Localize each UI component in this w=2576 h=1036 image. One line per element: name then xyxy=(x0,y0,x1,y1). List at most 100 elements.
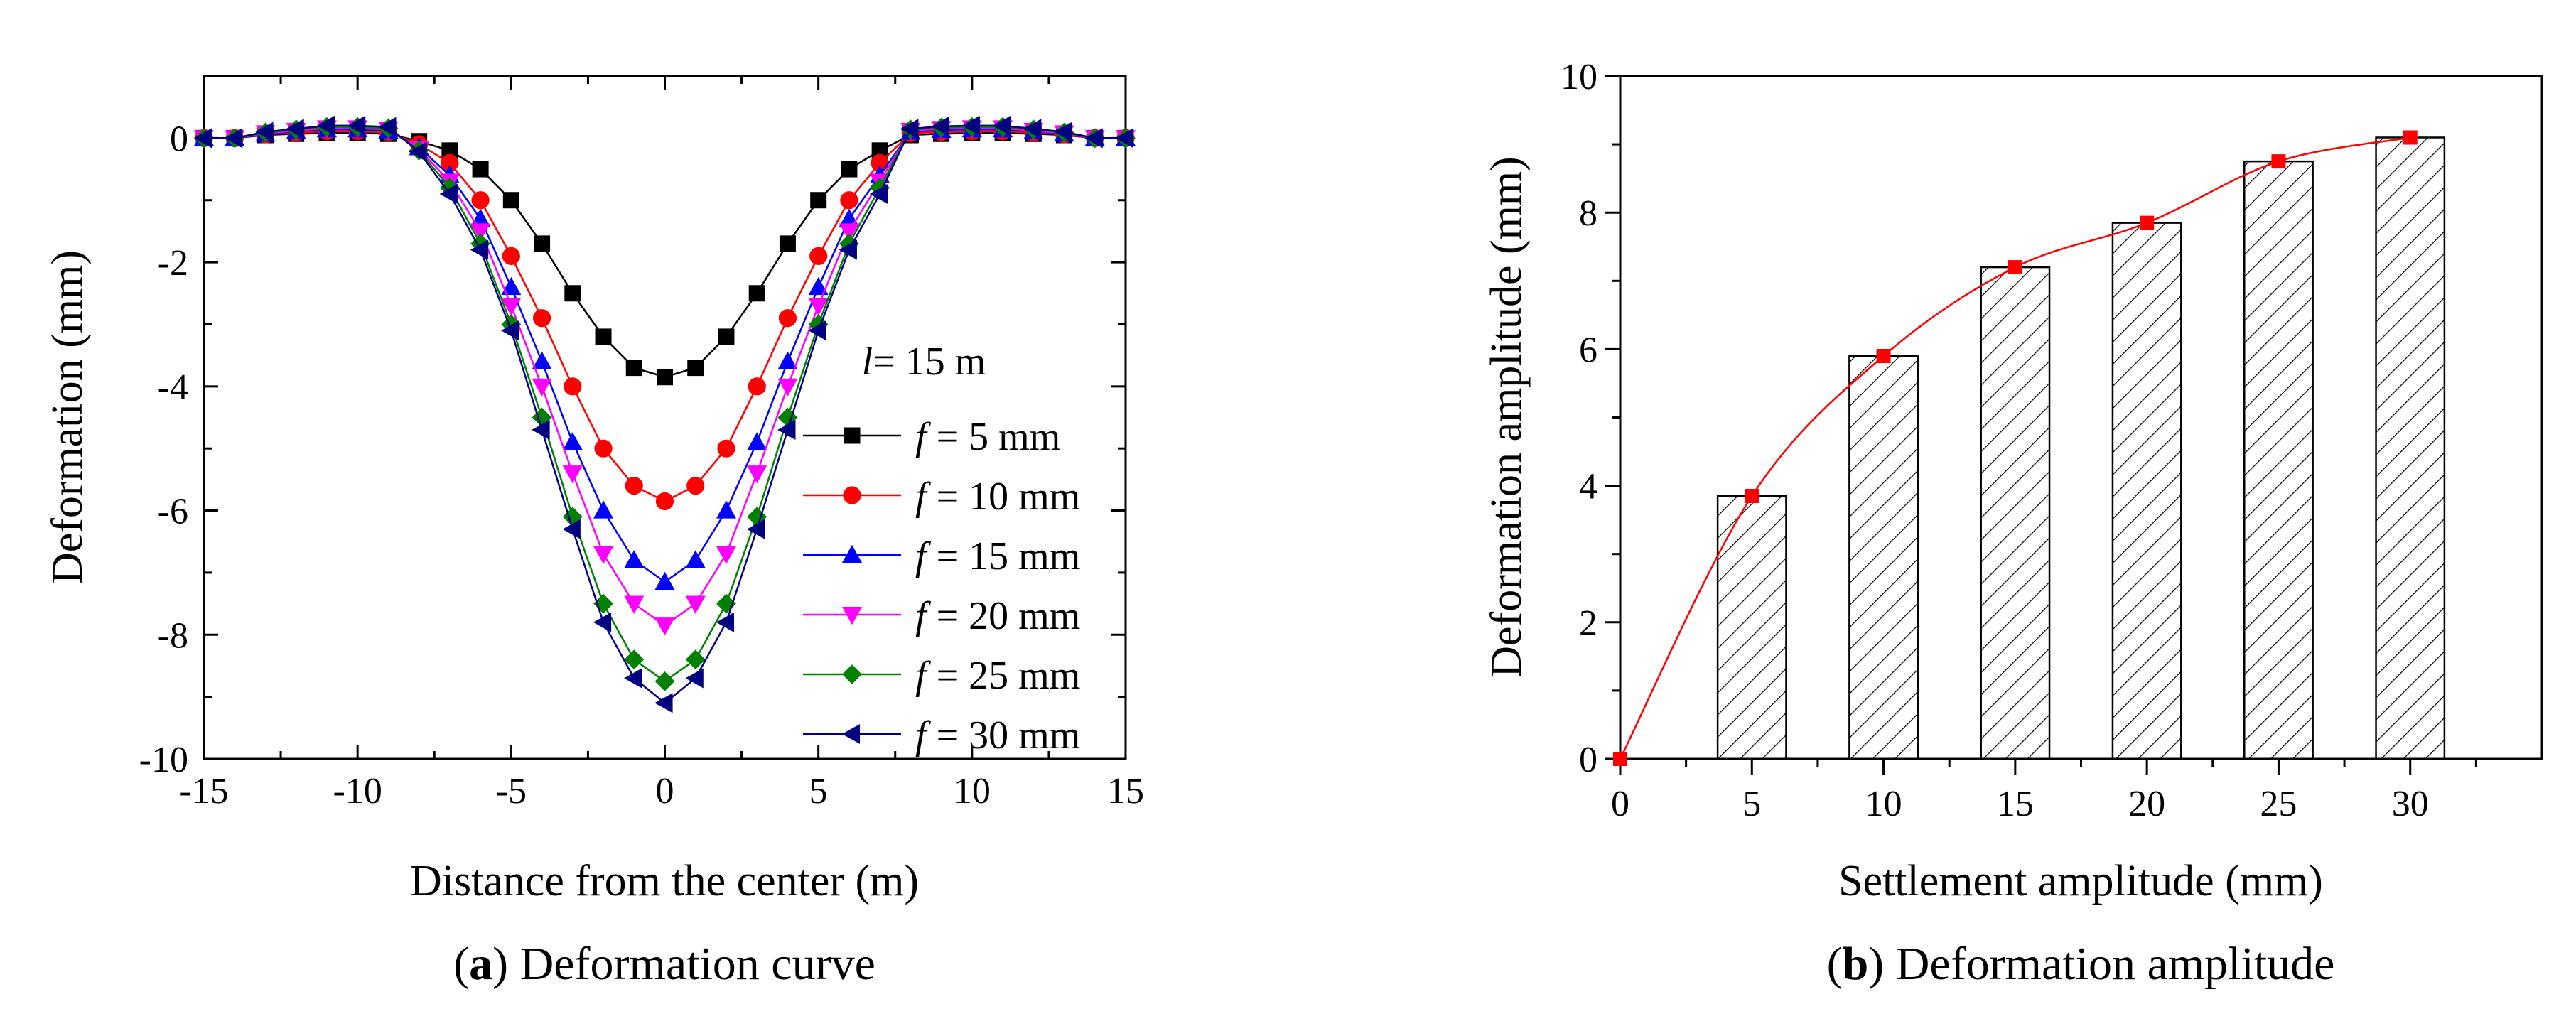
x-tick-label: 15 xyxy=(1107,771,1144,811)
data-point xyxy=(502,192,519,209)
data-point xyxy=(562,519,581,539)
data-point xyxy=(593,612,612,632)
data-point xyxy=(625,477,643,495)
x-tick-label: 0 xyxy=(1611,784,1629,824)
data-point xyxy=(654,617,675,636)
legend-label: f = 25 mm xyxy=(915,654,1080,698)
data-point xyxy=(961,115,980,136)
data-point xyxy=(501,320,519,341)
data-point xyxy=(378,117,397,137)
data-point xyxy=(316,115,335,136)
data-point xyxy=(1054,122,1072,142)
data-point xyxy=(654,671,675,691)
data-point xyxy=(409,141,427,162)
legend-marker xyxy=(841,723,861,745)
legend-item: f = 20 mm xyxy=(803,594,1080,638)
data-point xyxy=(2271,154,2286,169)
legend-title-rest: = 15 m xyxy=(873,340,986,384)
caption-b: (b) Deformation amplitude xyxy=(1827,938,2335,990)
data-point xyxy=(687,360,704,377)
data-point xyxy=(564,285,581,302)
x-tick-label: 10 xyxy=(954,771,991,811)
data-point xyxy=(532,351,552,369)
data-point xyxy=(225,128,243,149)
data-point xyxy=(747,432,767,450)
data-point xyxy=(655,492,674,511)
data-point xyxy=(808,276,829,296)
y-tick-label: -8 xyxy=(158,615,188,656)
data-point xyxy=(532,419,550,441)
data-point xyxy=(594,439,613,458)
data-point xyxy=(716,546,737,564)
data-point xyxy=(501,298,522,316)
data-point xyxy=(654,571,675,590)
x-tick-label: 25 xyxy=(2260,784,2297,824)
legend-item: f = 25 mm xyxy=(803,654,1080,698)
data-point xyxy=(747,465,767,484)
deformation-curve-chart: -15 -10 -5 0 5 10 150-2-4-6-8-10 l= 15 mf = 5 … xyxy=(43,75,1144,990)
x-tick-label: 0 xyxy=(656,771,674,811)
legend-marker xyxy=(844,427,861,444)
bar xyxy=(2243,160,2314,760)
data-point xyxy=(439,183,458,205)
series-15mm xyxy=(193,119,1136,590)
data-point xyxy=(255,122,274,142)
legend-title-var: l xyxy=(862,340,873,384)
data-point xyxy=(471,191,490,210)
data-point xyxy=(625,360,642,377)
data-point xyxy=(717,439,735,458)
data-point xyxy=(286,119,304,139)
data-point xyxy=(685,649,706,670)
x-tick-label: 10 xyxy=(1865,784,1902,824)
data-point xyxy=(900,119,919,139)
data-point xyxy=(748,285,765,302)
legend-title: l= 15 m xyxy=(862,340,986,384)
caption-a-text: Deformation curve xyxy=(520,938,875,990)
data-point xyxy=(992,115,1011,136)
data-point xyxy=(685,550,706,568)
data-point xyxy=(716,500,737,519)
data-point xyxy=(685,595,706,614)
data-point xyxy=(593,546,614,564)
data-point xyxy=(778,309,797,328)
legend-label: f = 15 mm xyxy=(915,534,1080,578)
data-point xyxy=(839,239,857,260)
legend-marker xyxy=(843,486,861,504)
data-point xyxy=(1084,128,1103,149)
data-point xyxy=(347,115,366,136)
y-axis-label: Deformation amplitude (mm) xyxy=(1482,156,1531,677)
series-5mm xyxy=(195,124,1134,386)
y-tick-label: -4 xyxy=(158,367,188,408)
data-point xyxy=(501,276,522,296)
data-point xyxy=(777,419,796,441)
legend-marker xyxy=(841,606,863,625)
data-point xyxy=(810,192,827,209)
data-point xyxy=(562,465,583,484)
data-point xyxy=(534,235,551,252)
bar xyxy=(2111,222,2182,760)
data-point xyxy=(624,595,645,614)
x-tick-label: -10 xyxy=(333,771,382,811)
x-tick-label: -5 xyxy=(496,771,527,811)
x-tick-label: -15 xyxy=(179,771,228,811)
bar xyxy=(1980,266,2051,760)
bar xyxy=(1848,355,1919,760)
data-point xyxy=(472,161,489,178)
data-point xyxy=(502,247,520,265)
data-point xyxy=(718,328,735,345)
x-axis-label: Distance from the center (m) xyxy=(410,857,919,905)
y-tick-label: 2 xyxy=(1579,603,1597,644)
trend-line xyxy=(1619,136,2410,760)
bar xyxy=(2375,136,2446,760)
y-tick-label: 6 xyxy=(1579,330,1597,370)
x-tick-label: 5 xyxy=(809,771,828,811)
x-tick-label: 15 xyxy=(1997,784,2034,824)
y-tick-label: -6 xyxy=(158,492,188,532)
legend-label: f = 30 mm xyxy=(915,713,1080,757)
data-point xyxy=(654,693,673,713)
y-tick-label: 10 xyxy=(1561,57,1597,97)
data-point xyxy=(685,668,704,689)
data-point xyxy=(193,128,212,149)
legend: l= 15 m f = 5 mm f = 10 mm f = 15 mm f = 20 … xyxy=(803,340,1080,757)
legend-item: f = 30 mm xyxy=(803,713,1080,757)
